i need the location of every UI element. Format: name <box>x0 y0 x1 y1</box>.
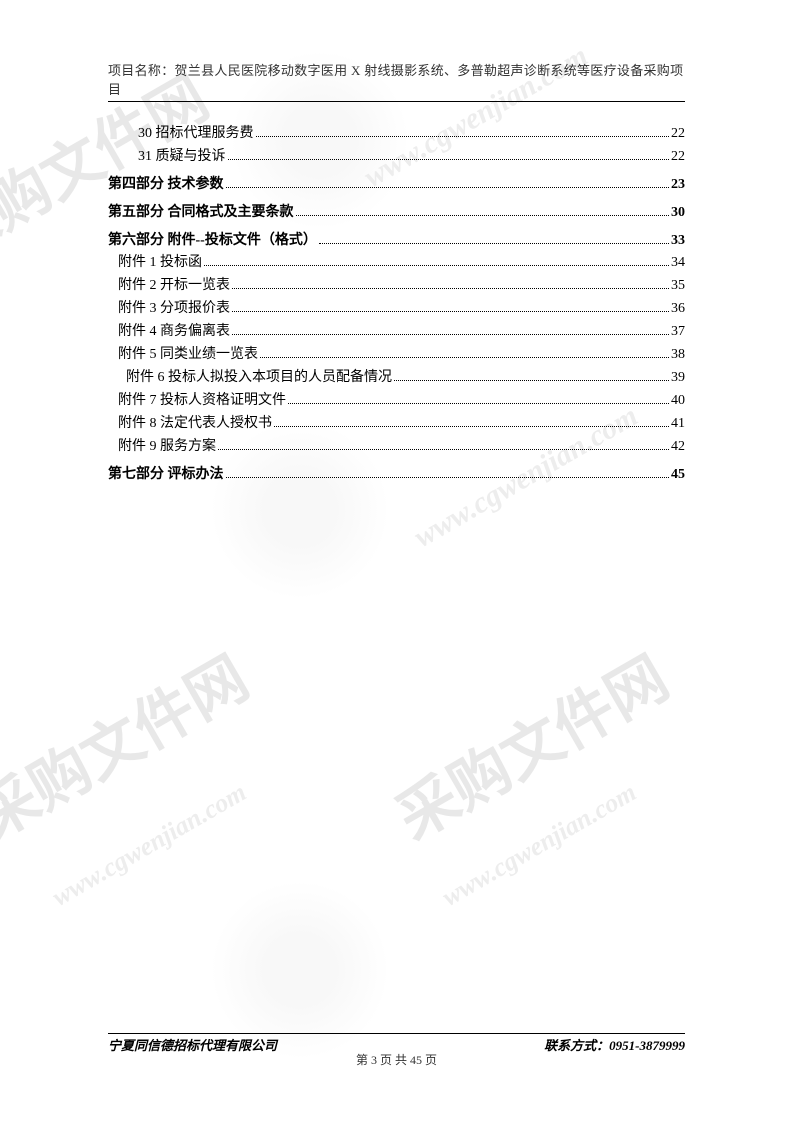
toc-row: 第四部分 技术参数 23 <box>108 175 685 195</box>
toc-label: 附件 2 开标一览表 <box>108 276 230 296</box>
toc-row: 第五部分 合同格式及主要条款 30 <box>108 203 685 223</box>
toc-dots <box>256 136 670 137</box>
toc-label: 第七部分 评标办法 <box>108 465 224 485</box>
toc-dots <box>232 311 669 312</box>
toc-label: 附件 5 同类业绩一览表 <box>108 345 258 365</box>
toc-page-number: 22 <box>671 124 685 144</box>
toc-dots <box>274 426 669 427</box>
toc-dots <box>232 288 669 289</box>
toc-label: 附件 1 投标函 <box>108 253 202 273</box>
toc-page-number: 40 <box>671 391 685 411</box>
toc-label: 第四部分 技术参数 <box>108 175 224 195</box>
toc-dots <box>228 159 670 160</box>
toc-label: 附件 7 投标人资格证明文件 <box>108 391 286 411</box>
toc-row: 附件 3 分项报价表 36 <box>108 299 685 319</box>
toc-page-number: 36 <box>671 299 685 319</box>
toc-page-number: 41 <box>671 414 685 434</box>
toc-label: 31 质疑与投诉 <box>108 147 226 167</box>
toc-label: 附件 3 分项报价表 <box>108 299 230 319</box>
toc-page-number: 39 <box>671 368 685 388</box>
toc-page-number: 34 <box>671 253 685 273</box>
toc-row: 第六部分 附件--投标文件（格式） 33 <box>108 231 685 251</box>
toc-row: 附件 5 同类业绩一览表 38 <box>108 345 685 365</box>
toc-label: 附件 6 投标人拟投入本项目的人员配备情况 <box>108 368 392 388</box>
toc-row: 附件 1 投标函 34 <box>108 253 685 273</box>
toc-dots <box>204 265 669 266</box>
toc-label: 附件 8 法定代表人授权书 <box>108 414 272 434</box>
toc-label: 第六部分 附件--投标文件（格式） <box>108 231 317 251</box>
toc-dots <box>319 243 669 244</box>
toc-row: 30 招标代理服务费 22 <box>108 124 685 144</box>
toc-row: 附件 2 开标一览表 35 <box>108 276 685 296</box>
toc-dots <box>296 215 670 216</box>
toc-page-number: 22 <box>671 147 685 167</box>
toc-page-number: 23 <box>671 175 685 195</box>
toc-row: 第七部分 评标办法 45 <box>108 465 685 485</box>
toc-row: 附件 9 服务方案 42 <box>108 437 685 457</box>
toc-label: 第五部分 合同格式及主要条款 <box>108 203 294 223</box>
toc-page-number: 42 <box>671 437 685 457</box>
toc-page-number: 30 <box>671 203 685 223</box>
toc-label: 30 招标代理服务费 <box>108 124 254 144</box>
toc-dots <box>260 357 669 358</box>
toc-row: 附件 6 投标人拟投入本项目的人员配备情况 39 <box>108 368 685 388</box>
toc-dots <box>226 187 670 188</box>
toc-page-number: 35 <box>671 276 685 296</box>
toc-dots <box>226 477 670 478</box>
toc-page-number: 37 <box>671 322 685 342</box>
toc-label: 附件 4 商务偏离表 <box>108 322 230 342</box>
toc-row: 附件 4 商务偏离表 37 <box>108 322 685 342</box>
toc-page-number: 38 <box>671 345 685 365</box>
toc-dots <box>218 449 669 450</box>
toc-page-number: 45 <box>671 465 685 485</box>
toc-dots <box>232 334 669 335</box>
toc-dots <box>394 380 669 381</box>
toc-dots <box>288 403 669 404</box>
toc-label: 附件 9 服务方案 <box>108 437 216 457</box>
table-of-contents: 30 招标代理服务费 22 31 质疑与投诉 22 第四部分 技术参数 23 第五部分 合同… <box>108 124 685 485</box>
page-content: 项目名称：贺兰县人民医院移动数字医用 X 射线摄影系统、多普勒超声诊断系统等医疗… <box>0 0 793 1122</box>
toc-row: 附件 7 投标人资格证明文件 40 <box>108 391 685 411</box>
header-title: 项目名称：贺兰县人民医院移动数字医用 X 射线摄影系统、多普勒超声诊断系统等医疗… <box>108 60 685 102</box>
toc-page-number: 33 <box>671 231 685 251</box>
toc-row: 31 质疑与投诉 22 <box>108 147 685 167</box>
toc-row: 附件 8 法定代表人授权书 41 <box>108 414 685 434</box>
